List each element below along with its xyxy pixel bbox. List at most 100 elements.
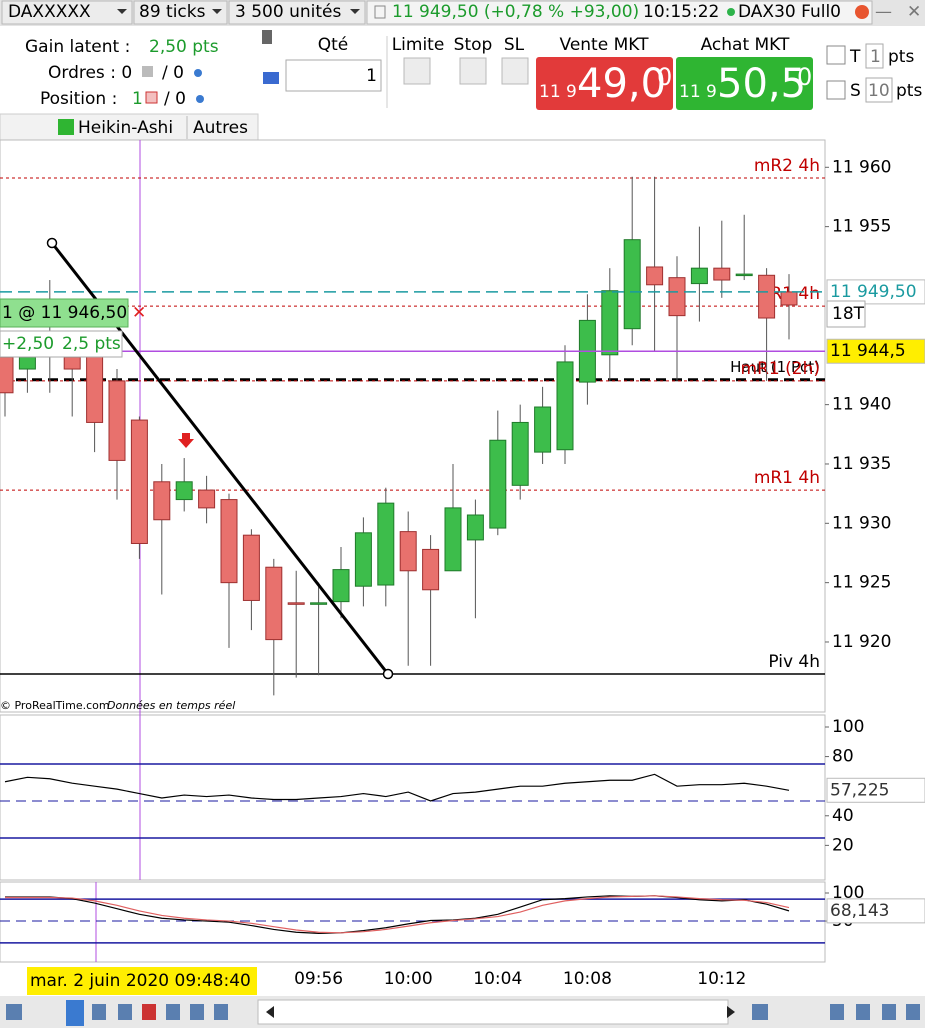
minimize[interactable]: — xyxy=(875,2,892,22)
candle-body xyxy=(377,502,395,586)
y-tick-label: 20 xyxy=(832,835,854,855)
refresh-icon[interactable] xyxy=(855,5,869,19)
chart-type-icon xyxy=(58,119,74,135)
crosshair-date: mar. 2 juin 2020 09:48:40 xyxy=(30,971,251,991)
zoom-icon[interactable] xyxy=(906,1004,920,1020)
orders-other: / 0 xyxy=(162,63,184,83)
orders-label: Ordres : 0 xyxy=(48,63,132,83)
feed: DAX30 Full0 xyxy=(738,2,841,22)
gear-icon[interactable] xyxy=(196,95,204,103)
scroll-right[interactable] xyxy=(727,1006,735,1018)
tool-icon[interactable] xyxy=(142,1004,156,1020)
quote-bar xyxy=(366,0,873,25)
chart-tab[interactable]: Heikin-Ashi xyxy=(78,118,173,138)
y-tick-label: 11 930 xyxy=(832,513,891,533)
y-tick-label: 11 920 xyxy=(832,632,891,652)
line-series xyxy=(4,773,790,802)
tool-icon[interactable] xyxy=(752,1004,768,1020)
sl-label: SL xyxy=(504,35,525,55)
tool-icon[interactable] xyxy=(6,1004,22,1020)
gear-icon[interactable] xyxy=(194,69,202,77)
limit-label: Limite xyxy=(392,35,445,55)
t-input[interactable] xyxy=(865,43,884,69)
candle-body xyxy=(690,267,708,285)
candle-body xyxy=(332,569,350,603)
price-marker xyxy=(826,898,925,924)
tool-icon[interactable] xyxy=(166,1004,180,1020)
s-input[interactable] xyxy=(865,77,893,103)
position-tag[interactable] xyxy=(0,298,129,328)
zoom-icon[interactable] xyxy=(856,1004,870,1020)
x-tick-label: 09:56 xyxy=(294,969,343,989)
x-tick-label: 10:00 xyxy=(384,969,433,989)
chart-tab[interactable]: Autres xyxy=(193,118,248,138)
panel xyxy=(0,714,826,881)
zoom-icon[interactable] xyxy=(830,1004,844,1020)
status-dot xyxy=(727,8,735,16)
tool-icon[interactable] xyxy=(190,1004,204,1020)
candle-body xyxy=(511,421,529,486)
sell-button[interactable] xyxy=(536,57,673,110)
scrollbar[interactable] xyxy=(257,999,729,1025)
y-tick-label: 11 940 xyxy=(832,395,891,415)
candle-body xyxy=(623,239,641,330)
y-tick-label: 100 xyxy=(832,883,864,903)
orders-icon xyxy=(142,66,153,77)
t-unit: pts xyxy=(888,47,914,67)
close-position-icon[interactable] xyxy=(145,91,158,104)
limit-button[interactable] xyxy=(403,57,431,85)
position-pnl-box xyxy=(0,330,123,358)
s-checkbox[interactable] xyxy=(826,80,846,100)
scroll-left[interactable] xyxy=(266,1006,274,1018)
stop-button[interactable] xyxy=(459,57,487,85)
trend-handle[interactable] xyxy=(46,237,58,249)
level-label: mR1 (2h) xyxy=(741,359,820,379)
y-tick-label: 40 xyxy=(832,806,854,826)
charts: 11 960 11 955 11 940 11 935 11 930 11 925 11 9… xyxy=(0,139,925,989)
s-value: 10 xyxy=(868,81,890,101)
candle-body xyxy=(489,439,507,529)
candle-body xyxy=(444,507,462,572)
quote: 11 949,50 (+0,78 % +93,00) xyxy=(392,2,639,22)
tool-icon[interactable] xyxy=(214,1004,228,1020)
qty-label: Qté xyxy=(318,35,349,55)
buy-button[interactable] xyxy=(676,57,813,110)
level-label: Haut (1 Pct) xyxy=(730,358,820,376)
candle-body xyxy=(153,481,171,521)
position-label: Position : xyxy=(40,89,117,109)
credits-feed: Données en temps réel xyxy=(107,699,235,712)
stop-label: Stop xyxy=(454,35,493,55)
dropdown-arrow xyxy=(117,9,127,14)
position-other: / 0 xyxy=(164,89,186,109)
period-select[interactable] xyxy=(133,0,228,25)
instrument-select[interactable] xyxy=(1,0,133,25)
account-panel xyxy=(0,28,258,112)
candle-body xyxy=(556,361,574,451)
s-unit: pts xyxy=(896,81,922,101)
quantity: 3 500 unités xyxy=(235,2,341,22)
sl-button[interactable] xyxy=(501,57,529,85)
zoom-icon[interactable] xyxy=(882,1004,896,1020)
keyboard-icon[interactable] xyxy=(263,72,279,84)
price-marker-label: 11 944,5 xyxy=(830,341,906,361)
close[interactable]: ✕ xyxy=(907,2,921,22)
candle-body xyxy=(130,419,148,544)
candle-body xyxy=(108,380,126,461)
sell-prefix: 11 9 xyxy=(539,82,577,102)
candle-body xyxy=(466,514,484,541)
buy-price: 50,5 xyxy=(717,61,806,107)
qty-input[interactable] xyxy=(285,59,382,92)
wrench-icon[interactable] xyxy=(262,30,272,44)
candle-body xyxy=(0,356,14,394)
position-tag-close[interactable]: ✕ xyxy=(132,303,146,323)
tool-icon[interactable] xyxy=(118,1004,132,1020)
candle-body xyxy=(18,356,36,370)
quantity-select[interactable] xyxy=(228,0,366,25)
trend-handle[interactable] xyxy=(382,668,394,680)
y-tick-label: 100 xyxy=(832,717,864,737)
candle-body xyxy=(242,534,260,601)
tool-icon[interactable] xyxy=(92,1004,106,1020)
clock: 10:15:22 xyxy=(643,2,719,22)
tool-icon[interactable] xyxy=(66,1000,84,1026)
t-checkbox[interactable] xyxy=(826,45,846,65)
